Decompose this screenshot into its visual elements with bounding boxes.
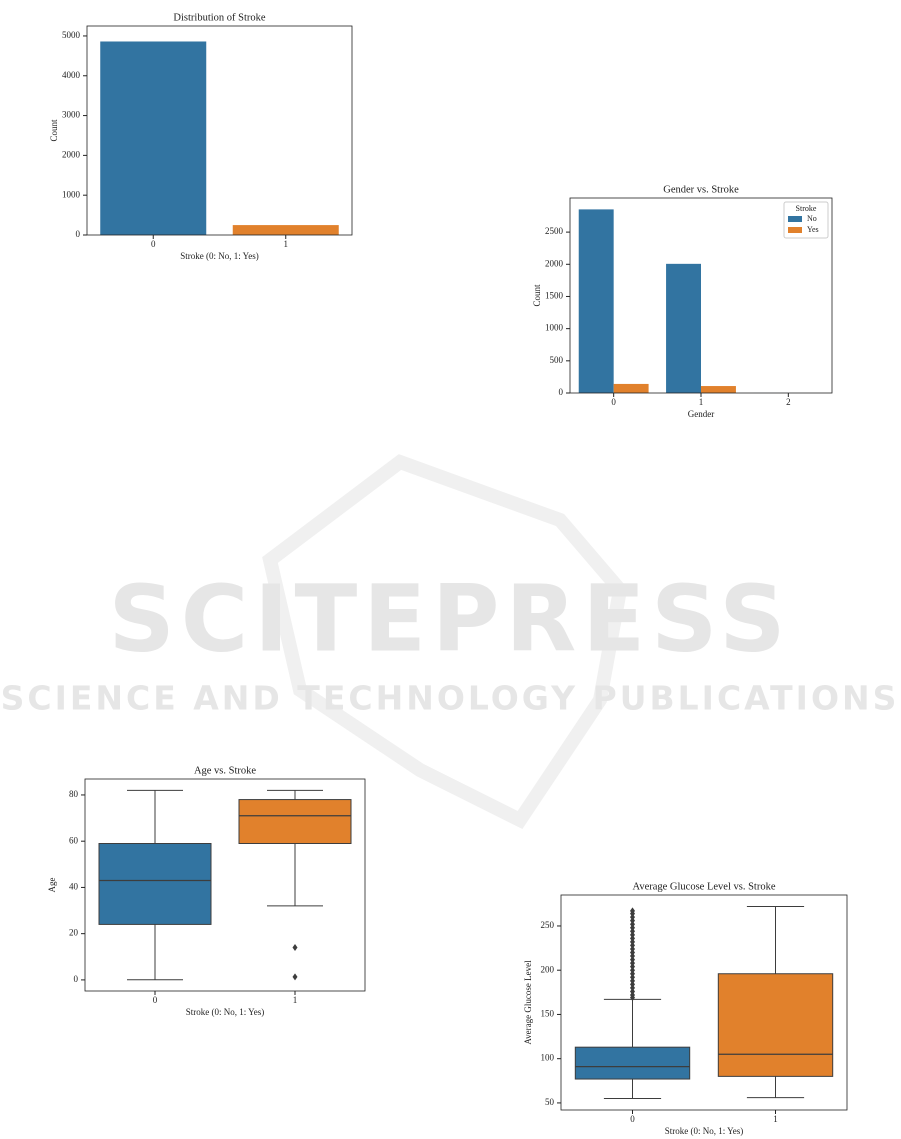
outlier [630,941,635,949]
y-axis-label: Average Glucose Level [523,960,533,1045]
y-tick-label: 5000 [62,30,81,40]
y-tick-label: 0 [74,974,79,984]
legend-label: Yes [807,225,819,234]
y-tick-label: 1500 [545,291,564,301]
outlier [630,959,635,967]
plot-frame [86,25,353,236]
outlier [630,952,635,960]
outlier [630,920,635,928]
x-tick-label: 1 [293,995,298,1005]
box [574,1046,691,1080]
y-tick-label: 1000 [545,323,564,333]
outlier [630,934,635,942]
outlier [630,963,635,971]
outlier [630,931,635,939]
outlier [630,938,635,946]
outlier [630,970,635,978]
legend-label: No [807,214,817,223]
x-axis-label: Stroke (0: No, 1: Yes) [186,1007,265,1017]
outlier [292,973,298,981]
outlier [630,987,635,995]
outlier [630,991,635,999]
y-tick-label: 0 [559,387,564,397]
y-tick-label: 250 [541,920,555,930]
legend-swatch [788,216,802,222]
y-tick-label: 150 [541,1009,555,1019]
y-tick-label: 60 [69,835,79,845]
y-axis-label: Count [49,119,59,142]
x-tick-label: 0 [151,239,156,249]
x-tick-label: 2 [786,397,791,407]
watermark-subtitle: SCIENCE AND TECHNOLOGY PUBLICATIONS [1,679,900,718]
box [98,843,212,925]
y-tick-label: 1000 [62,189,81,199]
chart-title: Distribution of Stroke [173,12,266,23]
outlier [630,956,635,964]
plot-frame [560,894,848,1111]
chart-title: Age vs. Stroke [194,765,256,776]
y-tick-label: 3000 [62,110,81,120]
outlier [630,913,635,921]
y-tick-label: 4000 [62,70,81,80]
outlier [630,977,635,985]
x-tick-label: 0 [153,995,158,1005]
bar [232,225,339,235]
bar [701,386,736,393]
x-tick-label: 1 [773,1114,778,1124]
x-axis-label: Gender [688,409,715,419]
outlier [630,973,635,981]
legend-title: Stroke [796,204,817,213]
y-tick-label: 50 [545,1097,555,1107]
y-tick-label: 0 [76,229,81,239]
y-axis-label: Count [532,284,542,307]
chart-title: Average Glucose Level vs. Stroke [633,881,776,892]
outlier [630,927,635,935]
outlier [630,945,635,953]
outlier [630,984,635,992]
legend-swatch [788,227,802,233]
x-tick-label: 0 [630,1114,635,1124]
y-tick-label: 40 [69,881,79,891]
outlier [630,924,635,932]
y-tick-label: 100 [541,1053,555,1063]
y-tick-label: 500 [550,355,564,365]
x-axis-label: Stroke (0: No, 1: Yes) [180,251,259,261]
y-tick-label: 20 [69,928,79,938]
bar [100,41,207,236]
outlier [630,907,635,915]
x-tick-label: 1 [284,239,289,249]
plot-frame [84,778,366,992]
y-tick-label: 80 [69,789,79,799]
y-tick-label: 200 [541,964,555,974]
watermark-logo [262,454,628,830]
x-axis-label: Stroke (0: No, 1: Yes) [665,1126,744,1136]
y-tick-label: 2000 [545,258,564,268]
outlier [292,944,298,952]
x-tick-label: 1 [699,397,704,407]
watermark-title: SCITEPRESS [108,565,791,672]
box [238,799,352,845]
y-tick-label: 2500 [545,226,564,236]
outlier [630,966,635,974]
chart-title: Gender vs. Stroke [663,184,739,195]
plot-frame [569,197,833,394]
box [717,973,834,1077]
bar [613,383,649,393]
y-axis-label: Age [47,878,57,893]
x-tick-label: 0 [611,397,616,407]
outlier [630,980,635,988]
outlier [630,917,635,925]
y-tick-label: 2000 [62,149,81,159]
bar [666,263,701,393]
outlier [630,949,635,957]
bar [578,209,614,393]
